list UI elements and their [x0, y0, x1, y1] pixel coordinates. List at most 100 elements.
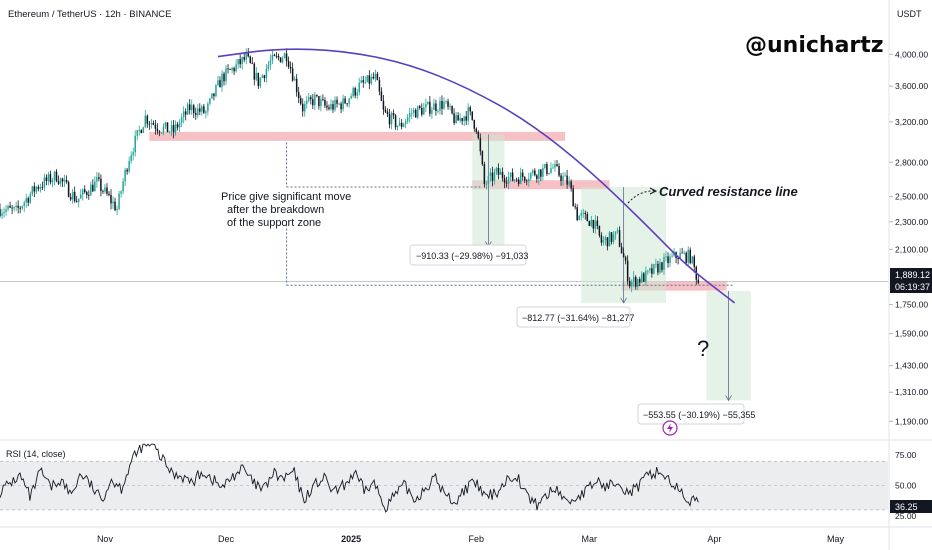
candle-body — [235, 64, 237, 72]
candle-body — [102, 190, 104, 192]
candle-body — [340, 103, 342, 110]
candle-body — [400, 122, 403, 127]
candle-body — [168, 131, 171, 133]
watermark-text: @unichartz — [745, 33, 884, 58]
candle-body — [207, 103, 209, 112]
candles[interactable] — [0, 47, 700, 293]
candle-body — [388, 114, 391, 125]
candle-body — [318, 96, 320, 107]
currency-label: USDT — [897, 9, 922, 19]
candle-body — [489, 172, 492, 177]
candle-body — [697, 279, 700, 283]
candle-body — [297, 92, 300, 99]
candle-body — [423, 107, 425, 115]
candle-body — [122, 181, 124, 192]
candle-body — [209, 98, 211, 104]
candle-body — [649, 268, 651, 271]
symbol-title: Ethereum / TetherUS · 12h · BINANCE — [8, 9, 172, 20]
candle-body — [441, 100, 443, 109]
candle-body — [217, 80, 219, 86]
candle-body — [501, 172, 504, 179]
candle-body — [275, 55, 278, 57]
candle-body — [606, 237, 609, 247]
candle-body — [184, 111, 187, 115]
candle-body — [612, 234, 615, 242]
candle-body — [29, 194, 32, 203]
candle-body — [592, 219, 595, 229]
candle-body — [316, 94, 318, 97]
candle-body — [166, 122, 169, 133]
candle-body — [293, 78, 296, 81]
breakdown-note-line-3: of the support zone — [227, 217, 321, 229]
candle-body — [126, 169, 128, 172]
candle-body — [75, 201, 78, 203]
candle-body — [671, 255, 673, 257]
candle-body — [249, 56, 252, 63]
candle-body — [435, 103, 437, 112]
candle-body — [182, 111, 185, 118]
candle-body — [152, 122, 155, 125]
candle-body — [366, 75, 369, 82]
time-tick-label: Nov — [97, 534, 114, 544]
candle-body — [118, 193, 120, 209]
candle-body — [100, 178, 102, 191]
candle-body — [421, 107, 423, 115]
candle-body — [324, 100, 326, 106]
candle-body — [231, 67, 233, 70]
candle-body — [485, 184, 488, 185]
support-zone — [149, 131, 566, 141]
candle-body — [336, 99, 338, 104]
time-tick-label: May — [827, 534, 845, 544]
candle-body — [558, 165, 560, 176]
candle-body — [521, 172, 524, 177]
candle-body — [96, 177, 98, 182]
candle-body — [178, 122, 181, 128]
candle-body — [622, 253, 625, 258]
candle-body — [160, 132, 163, 134]
candle-body — [596, 220, 599, 226]
candle-body — [124, 169, 126, 182]
candle-body — [314, 94, 316, 106]
candle-body — [586, 214, 589, 222]
candle-body — [77, 198, 80, 202]
candle-body — [86, 192, 88, 195]
candle-body — [346, 103, 348, 105]
candle-body — [427, 101, 429, 105]
time-tick-label: 2025 — [341, 534, 361, 544]
candle-body — [265, 68, 268, 79]
candle-body — [665, 256, 667, 258]
candle-body — [352, 87, 354, 97]
candle-body — [497, 167, 500, 175]
candle-body — [180, 117, 183, 123]
candle-body — [398, 122, 401, 126]
candle-body — [651, 268, 653, 274]
candle-body — [479, 138, 482, 152]
curve-note-arrowhead — [649, 187, 658, 195]
measure-1-box — [409, 244, 527, 266]
candle-body — [279, 57, 282, 63]
price-tick-label: 1,430.00 — [895, 361, 928, 371]
candle-body — [130, 155, 132, 161]
measure-2-box — [516, 306, 631, 328]
candle-body — [158, 131, 161, 133]
candle-body — [3, 211, 5, 214]
candle-body — [146, 115, 149, 124]
candle-body — [271, 54, 274, 61]
candle-body — [540, 169, 542, 177]
candle-body — [138, 130, 141, 131]
rsi-tick-label: 50.00 — [895, 481, 917, 491]
candle-body — [412, 109, 415, 114]
candle-body — [35, 186, 38, 192]
candle-body — [465, 116, 467, 121]
candle-body — [114, 201, 116, 211]
candle-body — [211, 93, 213, 99]
candle-body — [661, 262, 663, 270]
candle-body — [554, 164, 556, 168]
candle-body — [461, 118, 463, 122]
candle-body — [396, 125, 399, 128]
rsi-tick-label: 25.00 — [895, 511, 917, 521]
candle-body — [574, 206, 576, 208]
candle-body — [394, 115, 397, 128]
candle-body — [354, 87, 356, 96]
